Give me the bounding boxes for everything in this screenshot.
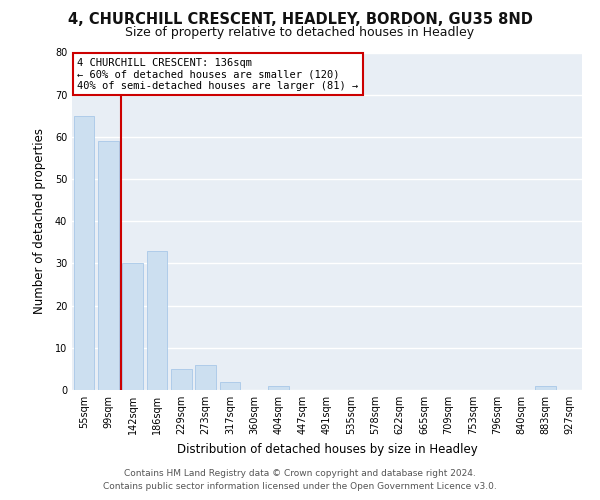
Bar bbox=[98, 141, 119, 390]
Text: 4 CHURCHILL CRESCENT: 136sqm
← 60% of detached houses are smaller (120)
40% of s: 4 CHURCHILL CRESCENT: 136sqm ← 60% of de… bbox=[77, 58, 358, 91]
Bar bbox=[171, 369, 191, 390]
Bar bbox=[535, 386, 556, 390]
Text: 4, CHURCHILL CRESCENT, HEADLEY, BORDON, GU35 8ND: 4, CHURCHILL CRESCENT, HEADLEY, BORDON, … bbox=[68, 12, 532, 28]
Bar bbox=[146, 251, 167, 390]
Bar bbox=[220, 382, 240, 390]
Bar bbox=[195, 364, 216, 390]
X-axis label: Distribution of detached houses by size in Headley: Distribution of detached houses by size … bbox=[176, 442, 478, 456]
Bar bbox=[268, 386, 289, 390]
Bar bbox=[74, 116, 94, 390]
Bar bbox=[122, 264, 143, 390]
Text: Size of property relative to detached houses in Headley: Size of property relative to detached ho… bbox=[125, 26, 475, 39]
Text: Contains HM Land Registry data © Crown copyright and database right 2024.
Contai: Contains HM Land Registry data © Crown c… bbox=[103, 470, 497, 491]
Y-axis label: Number of detached properties: Number of detached properties bbox=[34, 128, 46, 314]
